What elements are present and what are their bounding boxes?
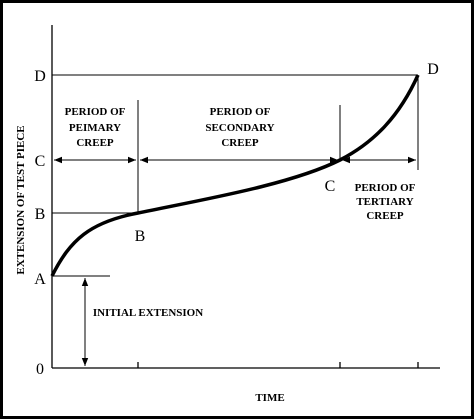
axes bbox=[51, 25, 440, 369]
guides bbox=[52, 74, 419, 366]
period-text: PERIOD OF bbox=[65, 106, 126, 118]
period-text: CREEP bbox=[221, 137, 259, 149]
creep-curve bbox=[50, 74, 420, 277]
point-label: B bbox=[135, 228, 146, 245]
level-label: D bbox=[34, 68, 46, 85]
y-axis-label: EXTENSION OF TEST PIECE bbox=[15, 125, 27, 274]
point-label: D bbox=[427, 61, 439, 78]
initial-extension-label: INITIAL EXTENSION bbox=[93, 307, 203, 319]
level-label: A bbox=[34, 271, 46, 288]
level-label: B bbox=[35, 206, 46, 223]
period-text: CREEP bbox=[76, 137, 114, 149]
period-text: PERIOD OF bbox=[210, 106, 271, 118]
level-label: 0 bbox=[36, 361, 44, 378]
x-axis-label: TIME bbox=[255, 392, 284, 404]
point-label: C bbox=[325, 178, 336, 195]
period-text: CREEP bbox=[366, 210, 404, 222]
level-label: C bbox=[35, 153, 46, 170]
period-text: PEIMARY bbox=[69, 122, 121, 134]
period-text: PERIOD OF bbox=[355, 182, 416, 194]
period-text: TERTIARY bbox=[356, 196, 413, 208]
period-text: SECONDARY bbox=[205, 122, 274, 134]
